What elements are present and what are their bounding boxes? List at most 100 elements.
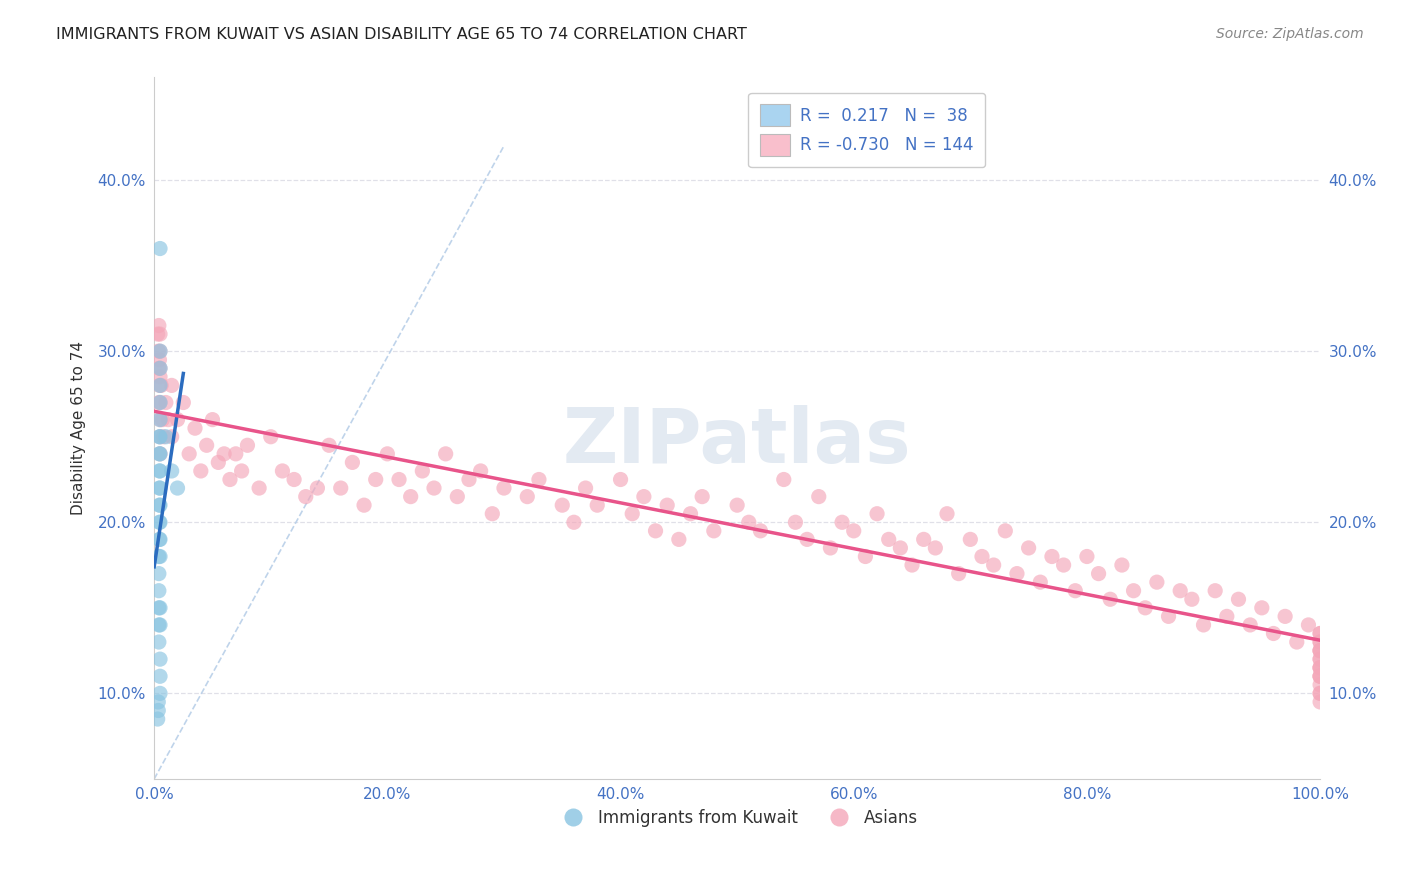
Point [1263,626,1285,640]
Point [271,464,294,478]
Point [148,600,170,615]
Point [609,473,631,487]
Point [166,412,188,426]
Point [155,430,177,444]
Point [219,473,242,487]
Point [1250,600,1272,615]
Point [149,447,172,461]
Point [1005,566,1028,581]
Point [283,473,305,487]
Point [1087,566,1109,581]
Point [149,652,172,666]
Point [1064,583,1087,598]
Point [148,695,170,709]
Point [1285,635,1308,649]
Point [1309,661,1331,675]
Point [148,430,170,444]
Point [149,498,172,512]
Point [1309,686,1331,700]
Point [644,524,666,538]
Point [1309,661,1331,675]
Point [172,395,194,409]
Point [1076,549,1098,564]
Text: ZIPatlas: ZIPatlas [562,405,911,479]
Point [149,395,172,409]
Point [866,507,889,521]
Point [148,344,170,359]
Point [1018,541,1040,555]
Point [166,481,188,495]
Point [148,481,170,495]
Point [1309,669,1331,683]
Point [149,395,172,409]
Point [1309,643,1331,657]
Point [148,635,170,649]
Point [458,473,481,487]
Point [959,533,981,547]
Point [148,704,170,718]
Point [201,412,224,426]
Point [1157,609,1180,624]
Point [1192,618,1215,632]
Point [1040,549,1063,564]
Point [1309,635,1331,649]
Point [146,327,169,342]
Point [342,455,364,469]
Point [149,447,172,461]
Point [1309,635,1331,649]
Point [562,516,585,530]
Point [148,447,170,461]
Point [936,507,959,521]
Point [551,498,574,512]
Point [703,524,725,538]
Point [260,430,283,444]
Point [1146,575,1168,590]
Point [149,430,172,444]
Point [149,412,172,426]
Point [434,447,457,461]
Point [148,566,170,581]
Point [970,549,993,564]
Point [1135,600,1157,615]
Point [1309,652,1331,666]
Point [195,438,218,452]
Point [149,430,172,444]
Point [633,490,655,504]
Point [1052,558,1074,572]
Point [516,490,538,504]
Point [877,533,900,547]
Point [1309,643,1331,657]
Point [924,541,946,555]
Point [148,395,170,409]
Point [155,395,177,409]
Point [150,412,173,426]
Point [948,566,970,581]
Point [353,498,375,512]
Point [1099,592,1122,607]
Point [146,712,169,726]
Y-axis label: Disability Age 65 to 74: Disability Age 65 to 74 [72,341,86,516]
Point [149,481,172,495]
Point [148,318,170,333]
Point [149,344,172,359]
Point [621,507,644,521]
Point [492,481,515,495]
Point [231,464,253,478]
Point [423,481,446,495]
Point [796,533,818,547]
Point [1309,686,1331,700]
Point [586,498,609,512]
Point [842,524,865,538]
Point [149,549,172,564]
Point [157,412,180,426]
Point [148,464,170,478]
Point [1309,626,1331,640]
Point [148,533,170,547]
Point [668,533,690,547]
Point [725,498,748,512]
Point [749,524,772,538]
Point [831,516,853,530]
Text: Source: ZipAtlas.com: Source: ZipAtlas.com [1216,27,1364,41]
Point [179,447,201,461]
Point [1309,695,1331,709]
